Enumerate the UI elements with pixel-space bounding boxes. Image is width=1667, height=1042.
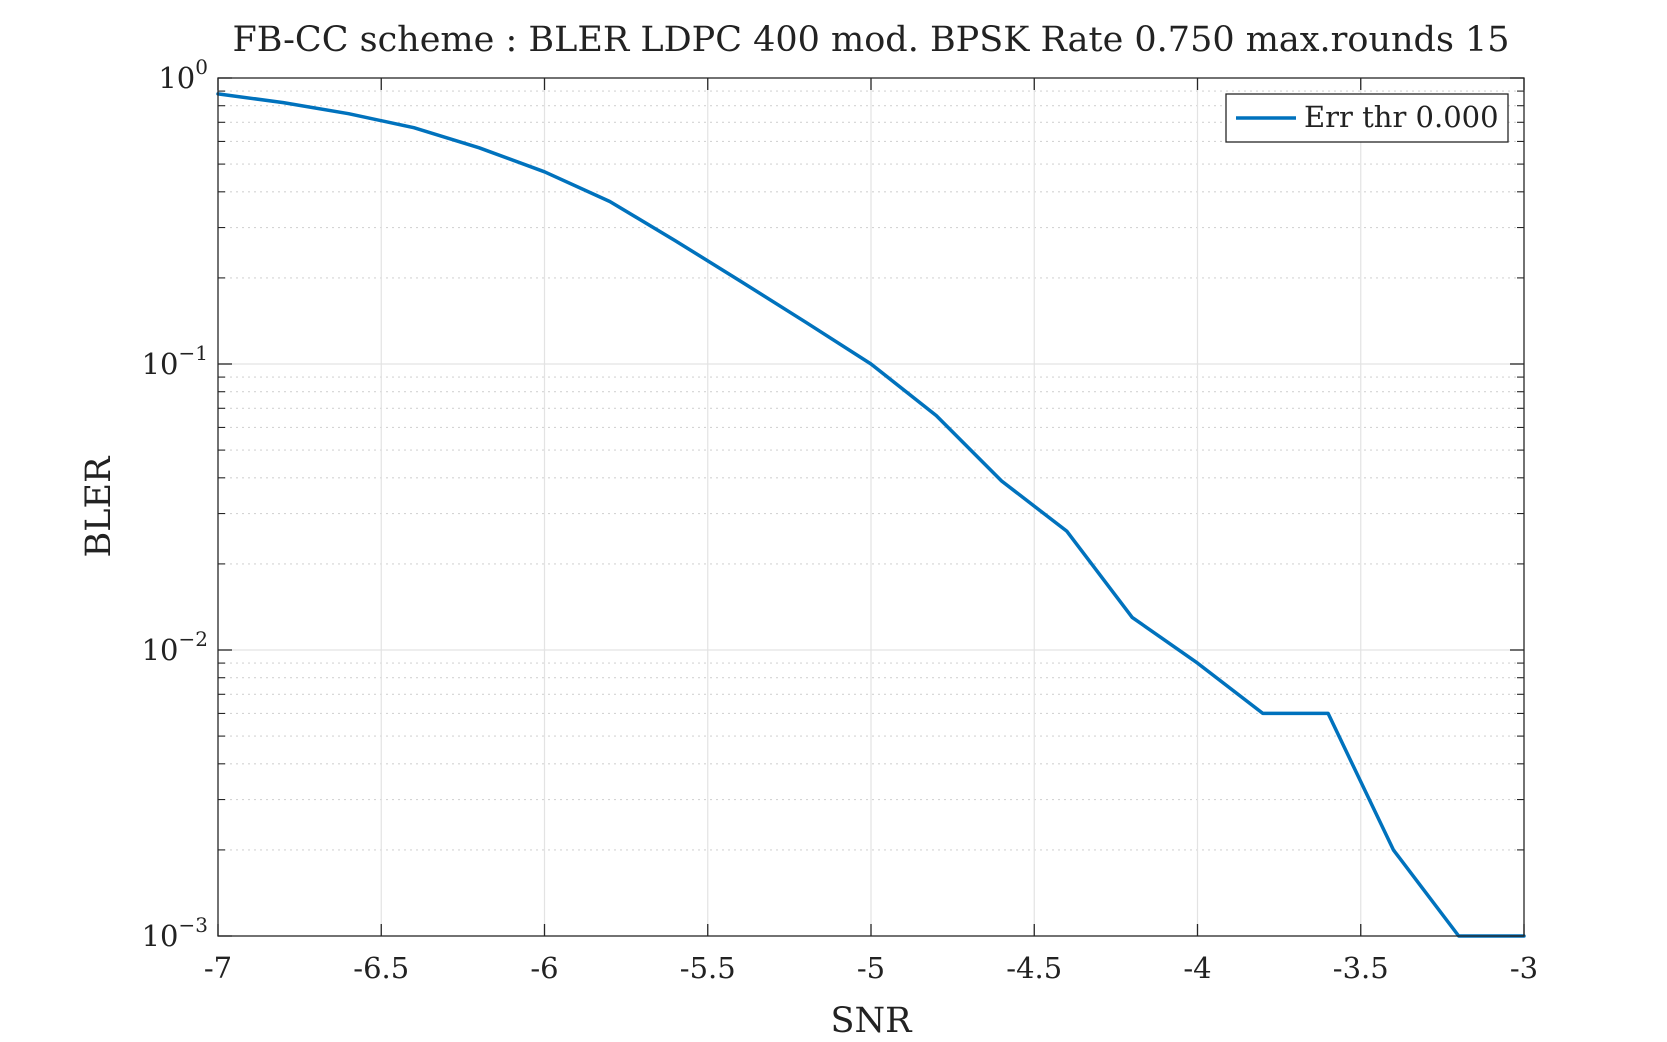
y-tick-base: 10 [142,347,179,381]
minor-grid [218,90,1524,851]
x-tick-label: -4.5 [1006,951,1062,985]
x-tick-label: -7 [204,951,232,985]
x-tick-label: -5.5 [680,951,736,985]
x-axis-label: SNR [831,1001,914,1041]
series-layer [216,92,1526,938]
legend-label: Err thr 0.000 [1304,100,1499,134]
x-tick-label: -5 [857,951,885,985]
y-tick-label: 10−3 [142,913,208,953]
x-tick-label: -6 [530,951,558,985]
y-tick-base: 10 [142,919,179,953]
y-tick-exponent: −2 [179,627,208,651]
y-tick-base: 10 [158,61,195,95]
y-tick-exponent: −3 [179,913,208,937]
legend: Err thr 0.000 [1225,93,1509,143]
x-tick-label: -3.5 [1333,951,1389,985]
axis-ticks [217,77,1525,937]
x-tick-label: -6.5 [353,951,409,985]
y-tick-label: 100 [158,55,208,95]
y-tick-exponent: −1 [179,341,208,365]
y-axis-label: BLER [79,455,119,558]
x-tick-label: -4 [1183,951,1211,985]
y-tick-label: 10−2 [142,627,208,667]
x-tick-label: -3 [1510,951,1538,985]
chart-title: FB-CC scheme : BLER LDPC 400 mod. BPSK R… [232,20,1509,60]
y-tick-base: 10 [142,633,179,667]
series-line [216,92,1526,938]
y-tick-exponent: 0 [195,55,208,79]
x-tick-labels: -7 -6.5 -6 -5.5 -5 -4.5 -4 -3.5 -3 [204,951,1538,985]
y-tick-label: 10−1 [142,341,208,381]
